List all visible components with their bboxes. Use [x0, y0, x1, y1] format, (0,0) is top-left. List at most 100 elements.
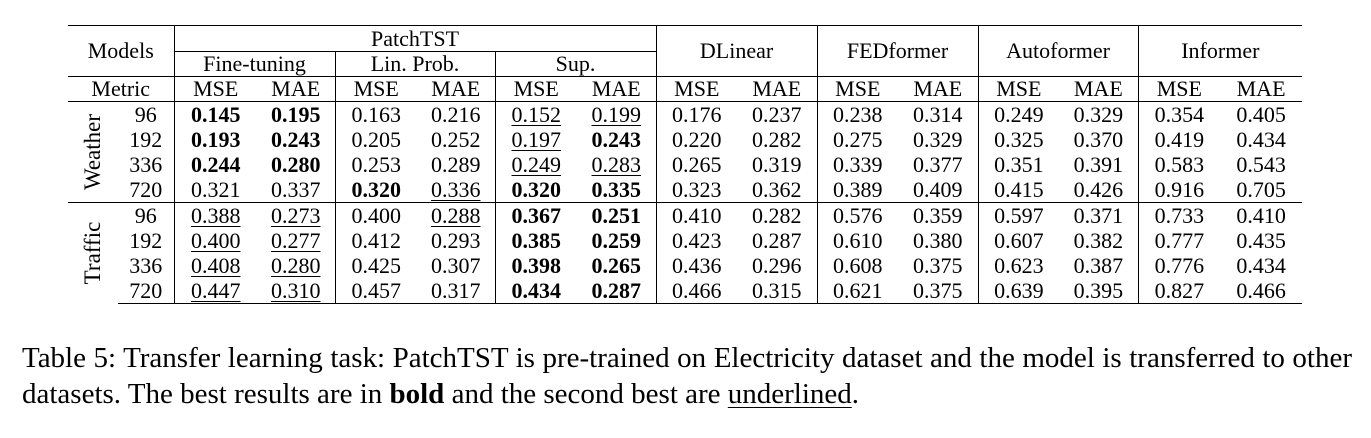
table-row: 720 0.447 0.310 0.457 0.317 0.434 0.287 0.466 0.… [68, 277, 1303, 304]
value-text: 0.705 [1236, 176, 1286, 202]
value-text: 0.827 [1154, 277, 1205, 303]
value-cell: 0.623 [978, 253, 1059, 278]
value-cell: 0.288 [417, 202, 496, 228]
value-text: 0.389 [833, 176, 883, 202]
value-text: 0.280 [271, 252, 321, 278]
metric-header-cell: MAE [737, 76, 818, 102]
value-text: 0.243 [271, 126, 321, 152]
value-text: 0.408 [191, 252, 241, 278]
value-text: 0.244 [191, 151, 241, 177]
value-text: 0.249 [511, 151, 562, 177]
value-cell: 0.457 [335, 278, 417, 304]
value-text: 0.293 [431, 227, 481, 253]
header-row-patchtst-variants: Fine-tuning Lin. Prob. Sup. [68, 51, 1302, 77]
value-text: 0.436 [672, 252, 722, 278]
value-cell: 0.395 [1059, 277, 1139, 304]
value-cell: 0.543 [1220, 152, 1302, 177]
metric-header-cell: MAE [577, 76, 657, 102]
value-cell: 0.244 [174, 152, 257, 177]
value-text: 0.426 [1073, 176, 1124, 202]
value-text: 0.265 [672, 151, 722, 177]
value-text: 0.409 [913, 176, 963, 202]
value-cell: 0.273 [257, 202, 336, 228]
value-text: 0.377 [913, 151, 963, 177]
value-text: 0.466 [672, 277, 722, 303]
value-text: 0.265 [591, 252, 642, 278]
value-cell: 0.435 [1220, 228, 1302, 253]
value-cell: 0.329 [898, 127, 979, 152]
value-cell: 0.608 [817, 253, 898, 278]
value-cell: 0.249 [495, 152, 577, 177]
value-cell: 0.251 [577, 202, 657, 228]
caption-bold-word: bold [389, 378, 445, 410]
value-cell: 0.282 [737, 127, 818, 152]
metric-header-cell: MAE [898, 76, 979, 102]
value-cell: 0.362 [737, 177, 818, 203]
value-cell: 0.436 [656, 253, 737, 278]
value-cell: 0.282 [737, 202, 818, 228]
value-text: 0.249 [994, 101, 1044, 127]
value-text: 0.607 [994, 227, 1044, 253]
value-cell: 0.152 [495, 101, 577, 127]
value-cell: 0.195 [257, 101, 336, 127]
value-text: 0.423 [672, 227, 722, 253]
table-row: 720 0.321 0.337 0.320 0.336 0.320 0.335 0.323 0.… [68, 177, 1302, 203]
value-cell: 0.354 [1138, 101, 1221, 127]
table-row: 192 0.193 0.243 0.205 0.252 0.197 0.243 0.220 0.… [68, 127, 1302, 152]
value-cell: 0.377 [898, 151, 979, 177]
value-text: 0.296 [752, 252, 802, 278]
value-text: 0.195 [271, 101, 321, 127]
value-cell: 0.280 [257, 152, 336, 177]
value-text: 0.733 [1154, 202, 1205, 228]
models-header: Models [68, 25, 175, 77]
value-text: 0.425 [351, 252, 402, 278]
value-text: 0.621 [833, 277, 883, 303]
value-text: 0.145 [191, 101, 241, 127]
value-cell: 0.405 [1220, 101, 1303, 127]
value-cell: 0.317 [417, 277, 496, 304]
value-text: 0.405 [1236, 101, 1286, 127]
dataset-group-label: Traffic [68, 202, 118, 304]
dataset-group-label: Weather [68, 101, 118, 203]
value-text: 0.320 [351, 176, 402, 202]
value-text: 0.395 [1073, 277, 1124, 303]
value-cell: 0.199 [577, 101, 657, 127]
value-cell: 0.409 [898, 176, 979, 203]
value-cell: 0.176 [656, 101, 738, 127]
baseline-header-informer: Informer [1138, 25, 1303, 77]
value-cell: 0.733 [1138, 202, 1221, 228]
value-text: 0.543 [1236, 151, 1286, 177]
value-cell: 0.336 [417, 176, 496, 203]
value-text: 0.238 [833, 101, 883, 127]
horizon-cell: 720 [118, 177, 175, 203]
value-cell: 0.639 [978, 278, 1060, 304]
value-text: 0.317 [431, 277, 481, 303]
value-text: 0.176 [672, 101, 722, 127]
value-text: 0.367 [511, 202, 562, 228]
results-table: Models PatchTST DLinear FEDformer Autofo… [68, 25, 1303, 304]
horizon-cell: 720 [118, 278, 175, 304]
value-cell: 0.337 [257, 177, 336, 203]
value-text: 0.252 [431, 126, 481, 152]
value-text: 0.434 [1236, 252, 1286, 278]
caption-underlined-word: underlined [727, 378, 852, 410]
table-row: Traffic 96 0.388 0.273 0.400 0.288 0.367 0.251 0… [68, 202, 1303, 304]
value-text: 0.370 [1073, 126, 1124, 152]
value-text: 0.315 [752, 277, 802, 303]
value-text: 0.435 [1236, 227, 1286, 253]
value-text: 0.336 [431, 176, 481, 202]
table-row: 336 0.244 0.280 0.253 0.289 0.249 0.283 0.265 0.… [68, 152, 1302, 177]
table-caption: Table 5: Transfer learning task: PatchTS… [22, 340, 1352, 412]
value-text: 0.253 [351, 151, 402, 177]
table-row: 336 0.408 0.280 0.425 0.307 0.398 0.265 0.436 0.… [68, 253, 1302, 278]
value-text: 0.325 [994, 126, 1044, 152]
value-cell: 0.314 [898, 101, 979, 127]
results-table-container: Models PatchTST DLinear FEDformer Autofo… [68, 25, 1303, 304]
table-body: Models PatchTST DLinear FEDformer Autofo… [68, 25, 1303, 304]
value-cell: 0.315 [737, 277, 818, 304]
variant-header-fine-tuning: Fine-tuning [174, 51, 336, 77]
value-text: 0.152 [511, 101, 562, 127]
value-cell: 0.280 [257, 252, 336, 278]
value-cell: 0.253 [335, 152, 417, 177]
metric-row: Metric MSE MAE MSE MAE MSE MAE MSE MAE MSE MAE MSE… [68, 76, 1303, 102]
